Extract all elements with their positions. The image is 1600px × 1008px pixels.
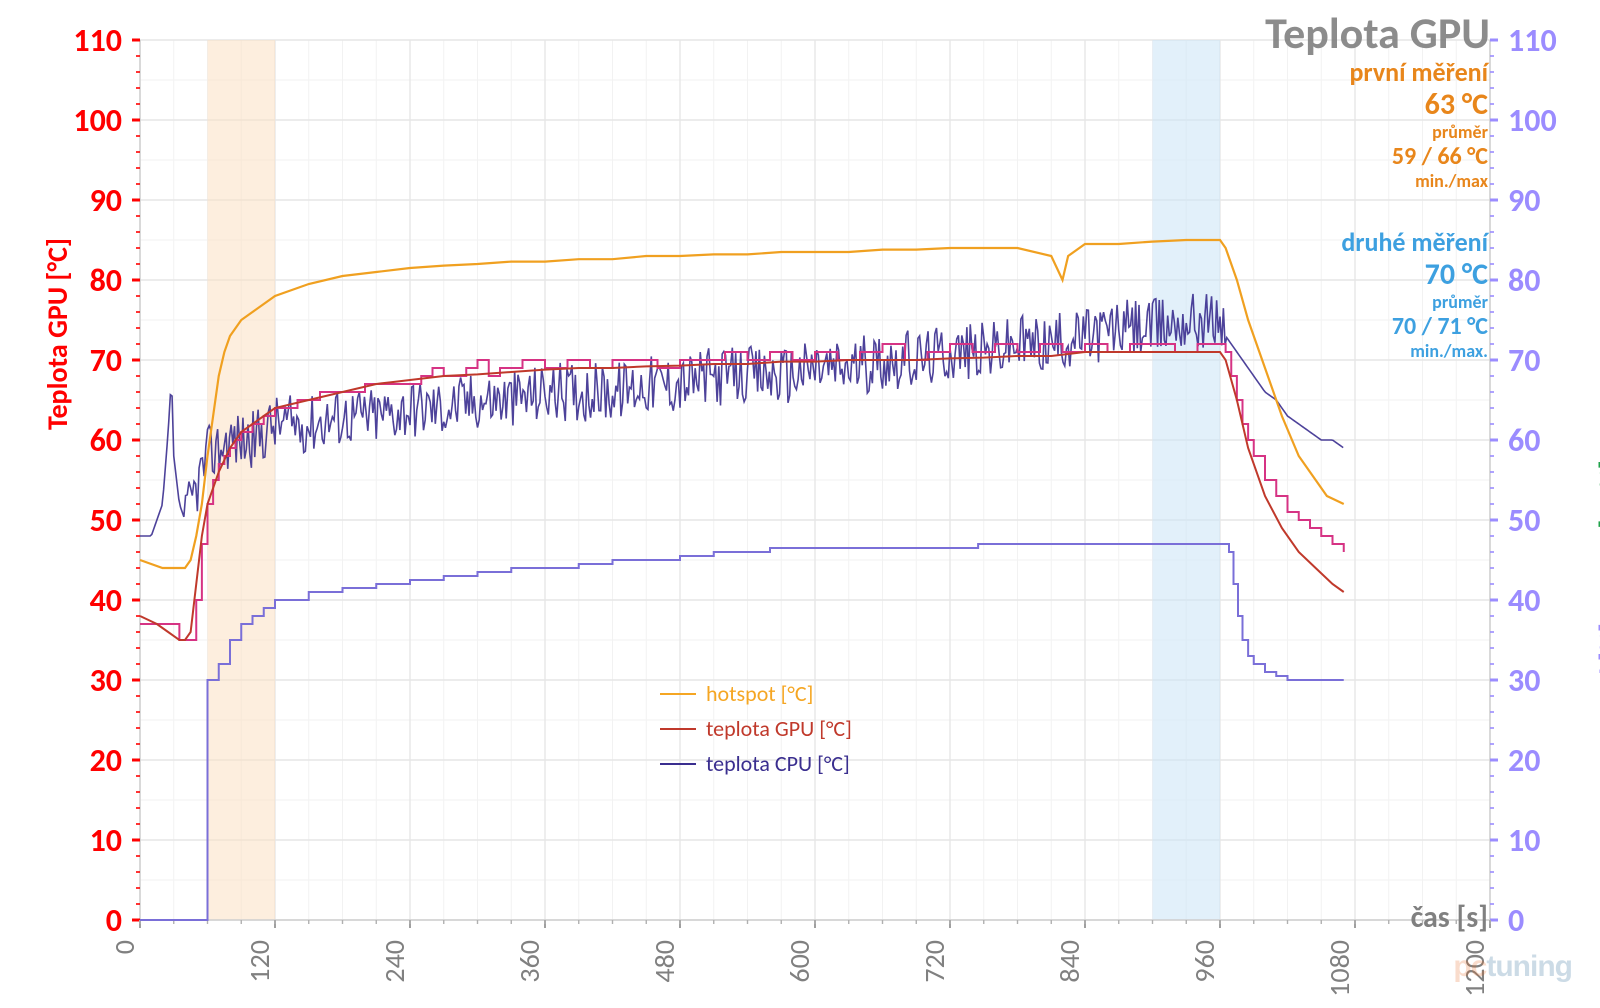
svg-text:60: 60 xyxy=(1508,421,1540,460)
svg-text:60: 60 xyxy=(90,421,122,460)
svg-text:360: 360 xyxy=(512,940,547,983)
ann1-avg-label: průměr xyxy=(1349,122,1488,143)
chart-title: Teplota GPU xyxy=(1265,6,1490,60)
svg-text:40: 40 xyxy=(90,581,122,620)
watermark-line2: tuning xyxy=(1486,950,1572,983)
legend-item: teplota GPU [°C] xyxy=(660,715,852,742)
legend-swatch xyxy=(660,763,696,765)
svg-text:0: 0 xyxy=(106,901,122,940)
ann1-avg-value: 63 °C xyxy=(1349,88,1488,123)
legend-swatch xyxy=(660,728,696,730)
watermark-line1: pc xyxy=(1453,950,1486,983)
svg-text:100: 100 xyxy=(73,101,122,140)
ann2-heading: druhé měření xyxy=(1341,228,1488,258)
ann1-heading: první měření xyxy=(1349,58,1488,88)
ann2-avg-label: průměr xyxy=(1341,292,1488,313)
svg-text:840: 840 xyxy=(1052,940,1087,983)
svg-text:240: 240 xyxy=(377,940,412,983)
svg-text:600: 600 xyxy=(782,940,817,983)
fan-speed-label: Fan speed [%] xyxy=(1592,623,1600,785)
svg-text:480: 480 xyxy=(647,940,682,983)
legend-item: hotspot [°C] xyxy=(660,680,852,707)
svg-text:50: 50 xyxy=(1508,501,1540,540)
svg-text:720: 720 xyxy=(917,940,952,983)
legend-item: teplota CPU [°C] xyxy=(660,750,852,777)
svg-text:100: 100 xyxy=(1508,101,1557,140)
svg-text:1080: 1080 xyxy=(1322,940,1357,997)
svg-text:960: 960 xyxy=(1187,940,1222,983)
svg-text:0: 0 xyxy=(107,940,142,954)
svg-text:30: 30 xyxy=(1508,661,1540,700)
annotation-first: první měření 63 °C průměr 59 / 66 °C min… xyxy=(1349,58,1488,191)
svg-text:70: 70 xyxy=(1508,341,1540,380)
svg-text:20: 20 xyxy=(90,741,122,780)
y-left-axis-label: Teplota GPU [°C] xyxy=(40,238,75,430)
ann1-minmax-value: 59 / 66 °C xyxy=(1349,143,1488,171)
svg-text:10: 10 xyxy=(1508,821,1540,860)
svg-text:80: 80 xyxy=(1508,261,1540,300)
power-label: Power [W,%] xyxy=(1592,460,1600,609)
svg-text:40: 40 xyxy=(1508,581,1540,620)
watermark: pctuning xyxy=(1453,956,1572,979)
svg-text:30: 30 xyxy=(90,661,122,700)
ann2-minmax-value: 70 / 71 °C xyxy=(1341,313,1488,341)
ann2-minmax-label: min./max. xyxy=(1341,341,1488,362)
svg-text:120: 120 xyxy=(242,940,277,983)
svg-text:110: 110 xyxy=(73,21,122,60)
svg-text:90: 90 xyxy=(1508,181,1540,220)
annotation-second: druhé měření 70 °C průměr 70 / 71 °C min… xyxy=(1341,228,1488,361)
x-axis-label: čas [s] xyxy=(1411,899,1488,936)
svg-text:70: 70 xyxy=(90,341,122,380)
legend-label: teplota CPU [°C] xyxy=(706,750,850,777)
svg-text:80: 80 xyxy=(90,261,122,300)
y-right-axis-label: Fan speed [%], Power [W,%] xyxy=(1592,460,1600,784)
svg-text:110: 110 xyxy=(1508,21,1557,60)
legend-swatch xyxy=(660,693,696,695)
svg-text:90: 90 xyxy=(90,181,122,220)
svg-text:20: 20 xyxy=(1508,741,1540,780)
ann2-avg-value: 70 °C xyxy=(1341,258,1488,293)
legend-label: hotspot [°C] xyxy=(706,680,813,707)
svg-text:50: 50 xyxy=(90,501,122,540)
svg-text:10: 10 xyxy=(90,821,122,860)
legend: hotspot [°C] teplota GPU [°C] teplota CPU … xyxy=(660,680,852,785)
legend-label: teplota GPU [°C] xyxy=(706,715,852,742)
chart-container: 0 10 20 30 40 50 60 70 80 90 100 110 0 10 20 30 40 50 60 70… xyxy=(0,0,1600,1008)
svg-text:0: 0 xyxy=(1508,901,1524,940)
ann1-minmax-label: min./max xyxy=(1349,171,1488,192)
